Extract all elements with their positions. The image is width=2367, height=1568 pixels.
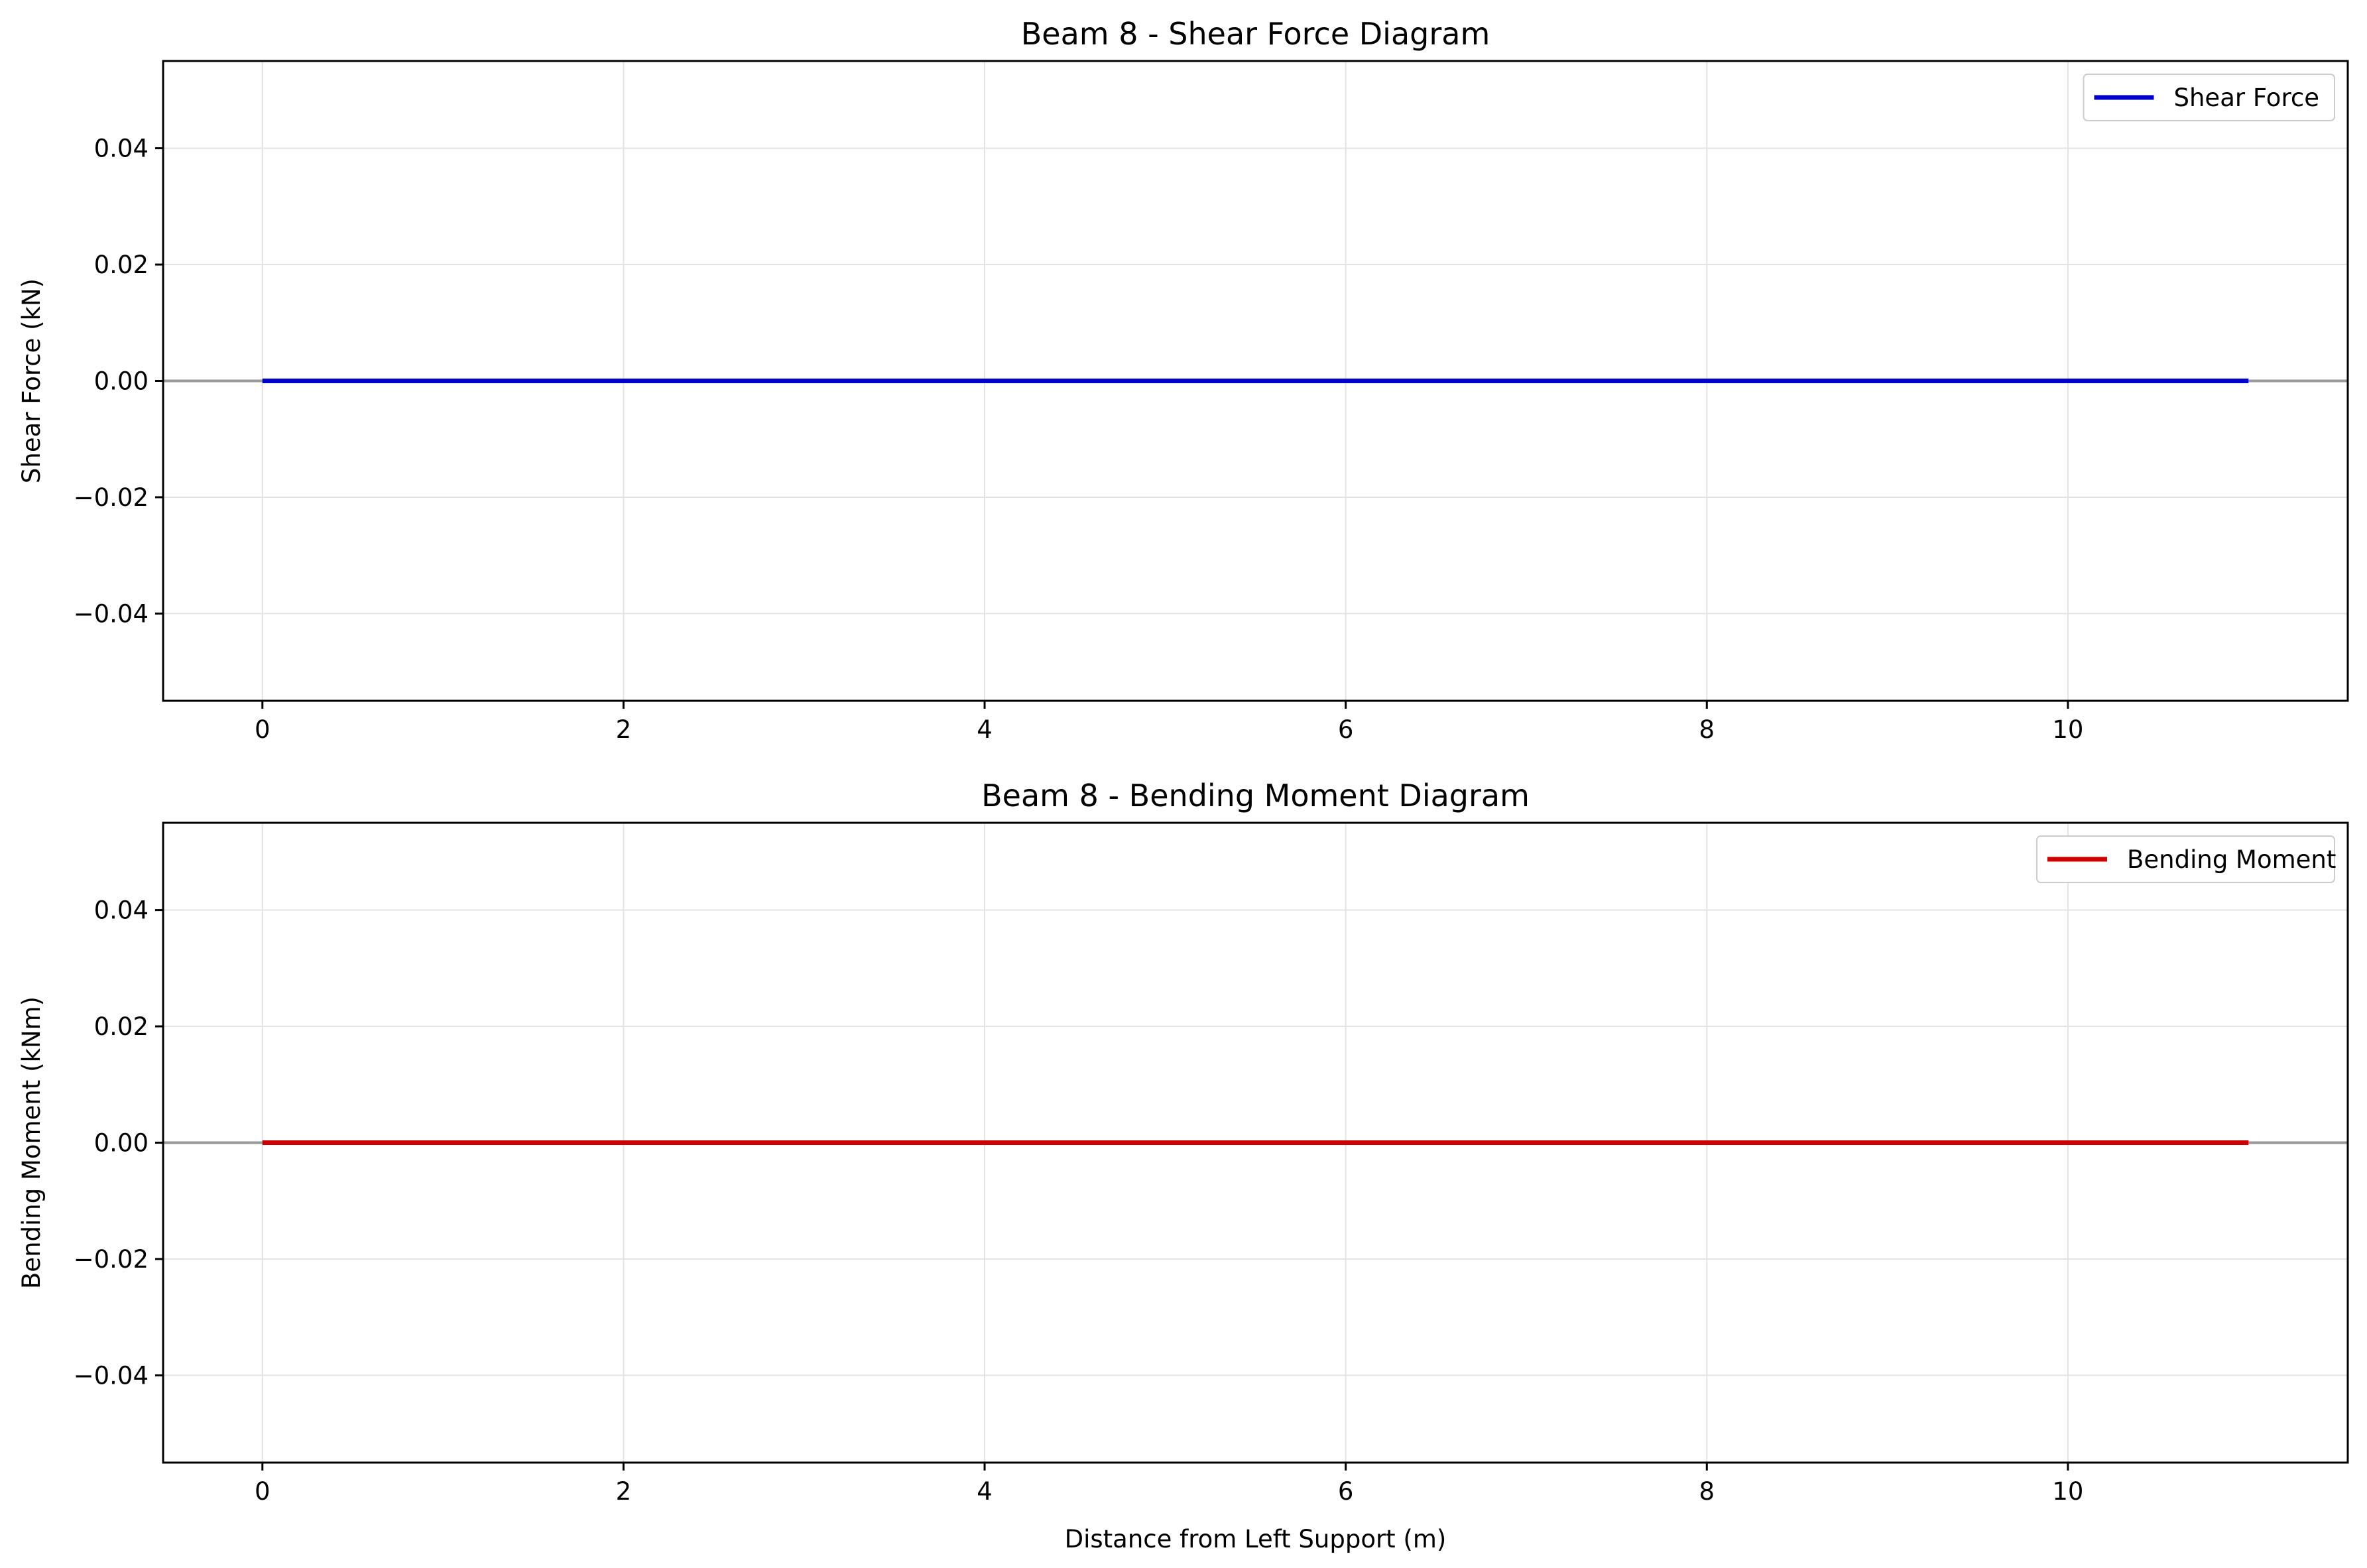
x-tick-label: 0: [255, 715, 271, 744]
x-tick-label: 6: [1338, 1477, 1354, 1506]
y-tick-label: 0.04: [94, 135, 149, 163]
y-tick-label: 0.04: [94, 896, 149, 925]
legend-label: Shear Force: [2174, 84, 2319, 112]
y-tick-label: 0.00: [94, 1129, 149, 1158]
x-tick-label: 2: [616, 1477, 632, 1506]
x-tick-label: 8: [1699, 1477, 1715, 1506]
y-axis-label: Bending Moment (kNm): [17, 996, 46, 1289]
chart-title: Beam 8 - Bending Moment Diagram: [981, 778, 1530, 814]
x-tick-label: 0: [255, 1477, 271, 1506]
x-axis-label: Distance from Left Support (m): [1065, 1525, 1447, 1553]
legend-box: [2083, 74, 2335, 121]
x-tick-label: 4: [977, 715, 993, 744]
legend-box: [2036, 835, 2335, 883]
y-tick-label: −0.04: [74, 1361, 149, 1390]
x-tick-label: 2: [616, 715, 632, 744]
chart-title: Beam 8 - Shear Force Diagram: [1021, 16, 1490, 52]
x-tick-label: 6: [1338, 715, 1354, 744]
y-tick-label: 0.02: [94, 251, 149, 279]
x-tick-label: 10: [2052, 1477, 2083, 1506]
y-tick-label: −0.02: [74, 1245, 149, 1274]
x-tick-label: 10: [2052, 715, 2083, 744]
y-tick-label: 0.02: [94, 1012, 149, 1041]
x-tick-label: 4: [977, 1477, 993, 1506]
chart-panel-2: [155, 821, 2349, 1471]
chart-panel-1: [155, 60, 2349, 709]
y-tick-label: 0.00: [94, 367, 149, 396]
y-tick-label: −0.04: [74, 599, 149, 628]
legend-label: Bending Moment: [2127, 845, 2336, 874]
x-tick-label: 8: [1699, 715, 1715, 744]
y-axis-label: Shear Force (kN): [17, 278, 46, 483]
y-tick-label: −0.02: [74, 483, 149, 512]
